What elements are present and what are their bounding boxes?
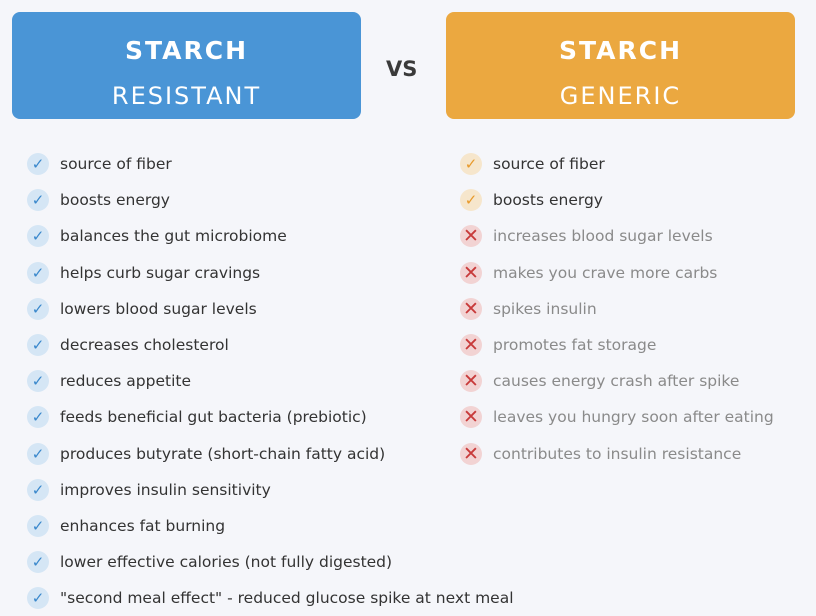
- x-icon: ✕: [460, 261, 482, 284]
- list-item: ✕ makes you crave more carbs: [460, 255, 774, 291]
- list-item: ✓ source of fiber: [27, 146, 514, 182]
- check-icon: ✓: [27, 514, 49, 537]
- list-item: ✓ source of fiber: [460, 146, 774, 182]
- check-icon: ✓: [460, 189, 482, 212]
- item-text: boosts energy: [60, 191, 170, 210]
- resistant-benefits-list: ✓ source of fiber ✓ boosts energy ✓ balances …: [27, 146, 514, 616]
- list-item: ✕ spikes insulin: [460, 291, 774, 327]
- item-text: source of fiber: [60, 155, 172, 174]
- x-icon: ✕: [460, 406, 482, 429]
- item-text: feeds beneficial gut bacteria (prebiotic…: [60, 408, 367, 427]
- x-icon: ✕: [460, 334, 482, 357]
- item-text: helps curb sugar cravings: [60, 263, 261, 282]
- list-item: ✕ leaves you hungry soon after eating: [460, 399, 774, 435]
- x-icon: ✕: [460, 297, 482, 320]
- item-text: leaves you hungry soon after eating: [493, 408, 774, 427]
- item-text: spikes insulin: [493, 299, 597, 318]
- right-title: STARCH: [559, 36, 682, 65]
- list-item: ✓ decreases cholesterol: [27, 327, 514, 363]
- item-text: makes you crave more carbs: [493, 263, 718, 282]
- list-item: ✓ helps curb sugar cravings: [27, 255, 514, 291]
- check-icon: ✓: [27, 189, 49, 212]
- check-icon: ✓: [27, 406, 49, 429]
- list-item: ✓ balances the gut microbiome: [27, 218, 514, 254]
- check-icon: ✓: [27, 587, 49, 610]
- item-text: "second meal effect" - reduced glucose s…: [60, 589, 514, 608]
- vs-label: VS: [386, 57, 418, 81]
- item-text: decreases cholesterol: [60, 336, 229, 355]
- check-icon: ✓: [27, 442, 49, 465]
- list-item: ✓ boosts energy: [27, 182, 514, 218]
- check-icon: ✓: [27, 370, 49, 393]
- list-item: ✓ lower effective calories (not fully dig…: [27, 544, 514, 580]
- item-text: improves insulin sensitivity: [60, 480, 271, 499]
- list-item: ✓ feeds beneficial gut bacteria (prebioti…: [27, 399, 514, 435]
- right-subtitle: GENERIC: [559, 82, 682, 110]
- generic-effects-list: ✓ source of fiber ✓ boosts energy ✕ increases…: [460, 146, 774, 472]
- list-item: ✕ contributes to insulin resistance: [460, 436, 774, 472]
- item-text: balances the gut microbiome: [60, 227, 287, 246]
- list-item: ✓ lowers blood sugar levels: [27, 291, 514, 327]
- list-item: ✓ produces butyrate (short-chain fatty ac…: [27, 436, 514, 472]
- item-text: produces butyrate (short-chain fatty aci…: [60, 444, 386, 463]
- x-icon: ✕: [460, 370, 482, 393]
- item-text: contributes to insulin resistance: [493, 444, 742, 463]
- generic-starch-header: STARCH GENERIC: [446, 12, 795, 119]
- item-text: boosts energy: [493, 191, 603, 210]
- check-icon: ✓: [27, 478, 49, 501]
- list-item: ✓ reduces appetite: [27, 363, 514, 399]
- item-text: causes energy crash after spike: [493, 372, 740, 391]
- check-icon: ✓: [27, 261, 49, 284]
- x-icon: ✕: [460, 225, 482, 248]
- check-icon: ✓: [27, 334, 49, 357]
- check-icon: ✓: [460, 153, 482, 176]
- list-item: ✓ improves insulin sensitivity: [27, 472, 514, 508]
- left-subtitle: RESISTANT: [111, 82, 262, 110]
- item-text: promotes fat storage: [493, 336, 657, 355]
- check-icon: ✓: [27, 153, 49, 176]
- check-icon: ✓: [27, 551, 49, 574]
- resistant-starch-header: STARCH RESISTANT: [12, 12, 361, 119]
- list-item: ✓ enhances fat burning: [27, 508, 514, 544]
- item-text: lowers blood sugar levels: [60, 299, 257, 318]
- item-text: source of fiber: [493, 155, 605, 174]
- list-item: ✕ causes energy crash after spike: [460, 363, 774, 399]
- x-icon: ✕: [460, 442, 482, 465]
- item-text: enhances fat burning: [60, 516, 226, 535]
- list-item: ✓ boosts energy: [460, 182, 774, 218]
- item-text: reduces appetite: [60, 372, 192, 391]
- list-item: ✓ "second meal effect" - reduced glucose …: [27, 580, 514, 616]
- item-text: lower effective calories (not fully dige…: [60, 553, 393, 572]
- list-item: ✕ promotes fat storage: [460, 327, 774, 363]
- left-title: STARCH: [125, 36, 248, 65]
- check-icon: ✓: [27, 297, 49, 320]
- check-icon: ✓: [27, 225, 49, 248]
- item-text: increases blood sugar levels: [493, 227, 713, 246]
- list-item: ✕ increases blood sugar levels: [460, 218, 774, 254]
